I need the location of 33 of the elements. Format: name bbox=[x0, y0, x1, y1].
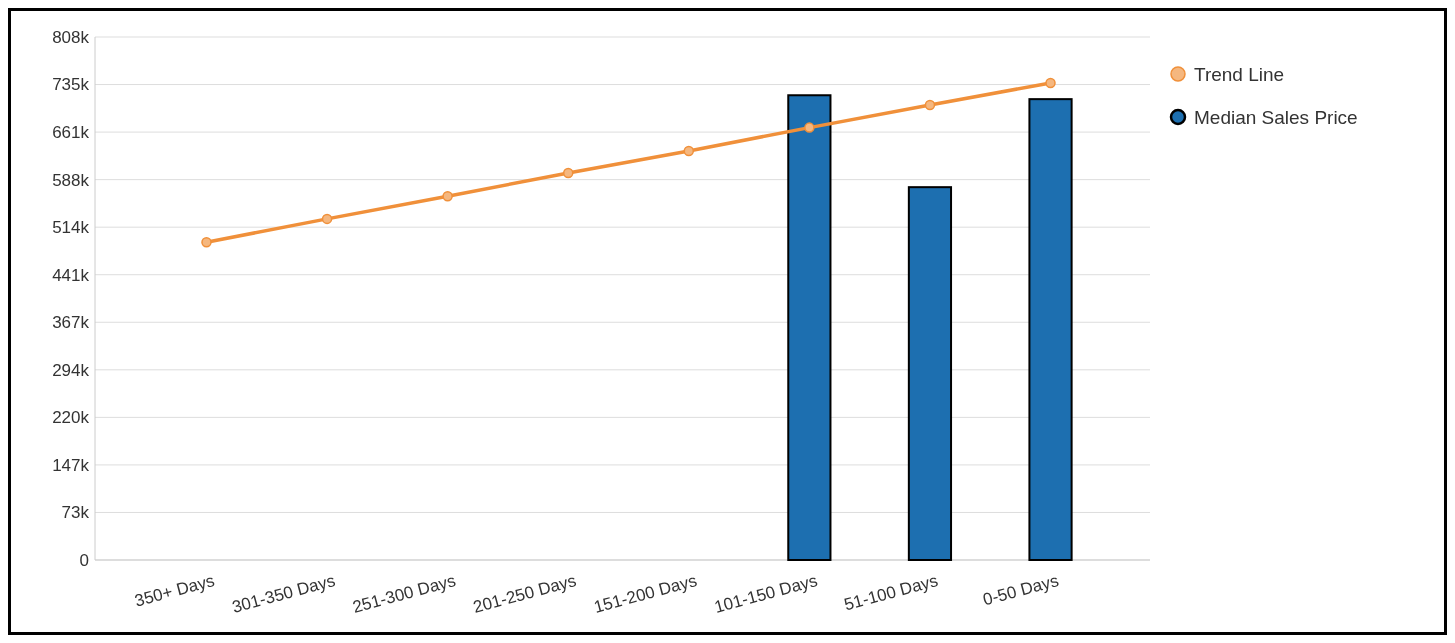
x-tick-label: 151-200 Days bbox=[591, 571, 699, 617]
y-tick-label: 588k bbox=[52, 170, 90, 190]
x-tick-label: 0-50 Days bbox=[980, 571, 1061, 610]
x-tick-label: 350+ Days bbox=[132, 571, 217, 611]
bar bbox=[787, 94, 832, 561]
x-tick-label: 251-300 Days bbox=[350, 571, 458, 617]
y-tick-label: 367k bbox=[52, 313, 90, 333]
point bbox=[924, 99, 936, 111]
x-tick-label: 51-100 Days bbox=[842, 571, 941, 615]
bar bbox=[907, 186, 953, 561]
y-tick-label: 735k bbox=[52, 75, 90, 95]
point bbox=[1045, 77, 1056, 89]
bar bbox=[1028, 98, 1073, 561]
point bbox=[804, 122, 815, 133]
y-tick-label: 441k bbox=[52, 265, 90, 285]
y-tick-label: 73k bbox=[61, 503, 90, 523]
x-tick-label: 101-150 Days bbox=[712, 571, 820, 617]
legend-label: Trend Line bbox=[1194, 63, 1285, 85]
y-tick-label: 808k bbox=[52, 27, 90, 47]
y-tick-label: 514k bbox=[52, 218, 90, 238]
point bbox=[201, 236, 212, 248]
y-tick-label: 147k bbox=[52, 455, 90, 475]
x-tick-label: 301-350 Days bbox=[230, 571, 338, 617]
x-tick-label: 201-250 Days bbox=[471, 571, 579, 617]
point bbox=[562, 167, 574, 179]
y-tick-label: 661k bbox=[52, 123, 90, 143]
y-tick-label: 220k bbox=[52, 408, 90, 428]
y-tick-label: 0 bbox=[79, 550, 89, 570]
point bbox=[683, 145, 695, 157]
y-tick-label: 294k bbox=[52, 360, 90, 380]
point bbox=[321, 213, 333, 225]
point bbox=[442, 190, 453, 202]
legend-label: Median Sales Price bbox=[1194, 106, 1358, 128]
